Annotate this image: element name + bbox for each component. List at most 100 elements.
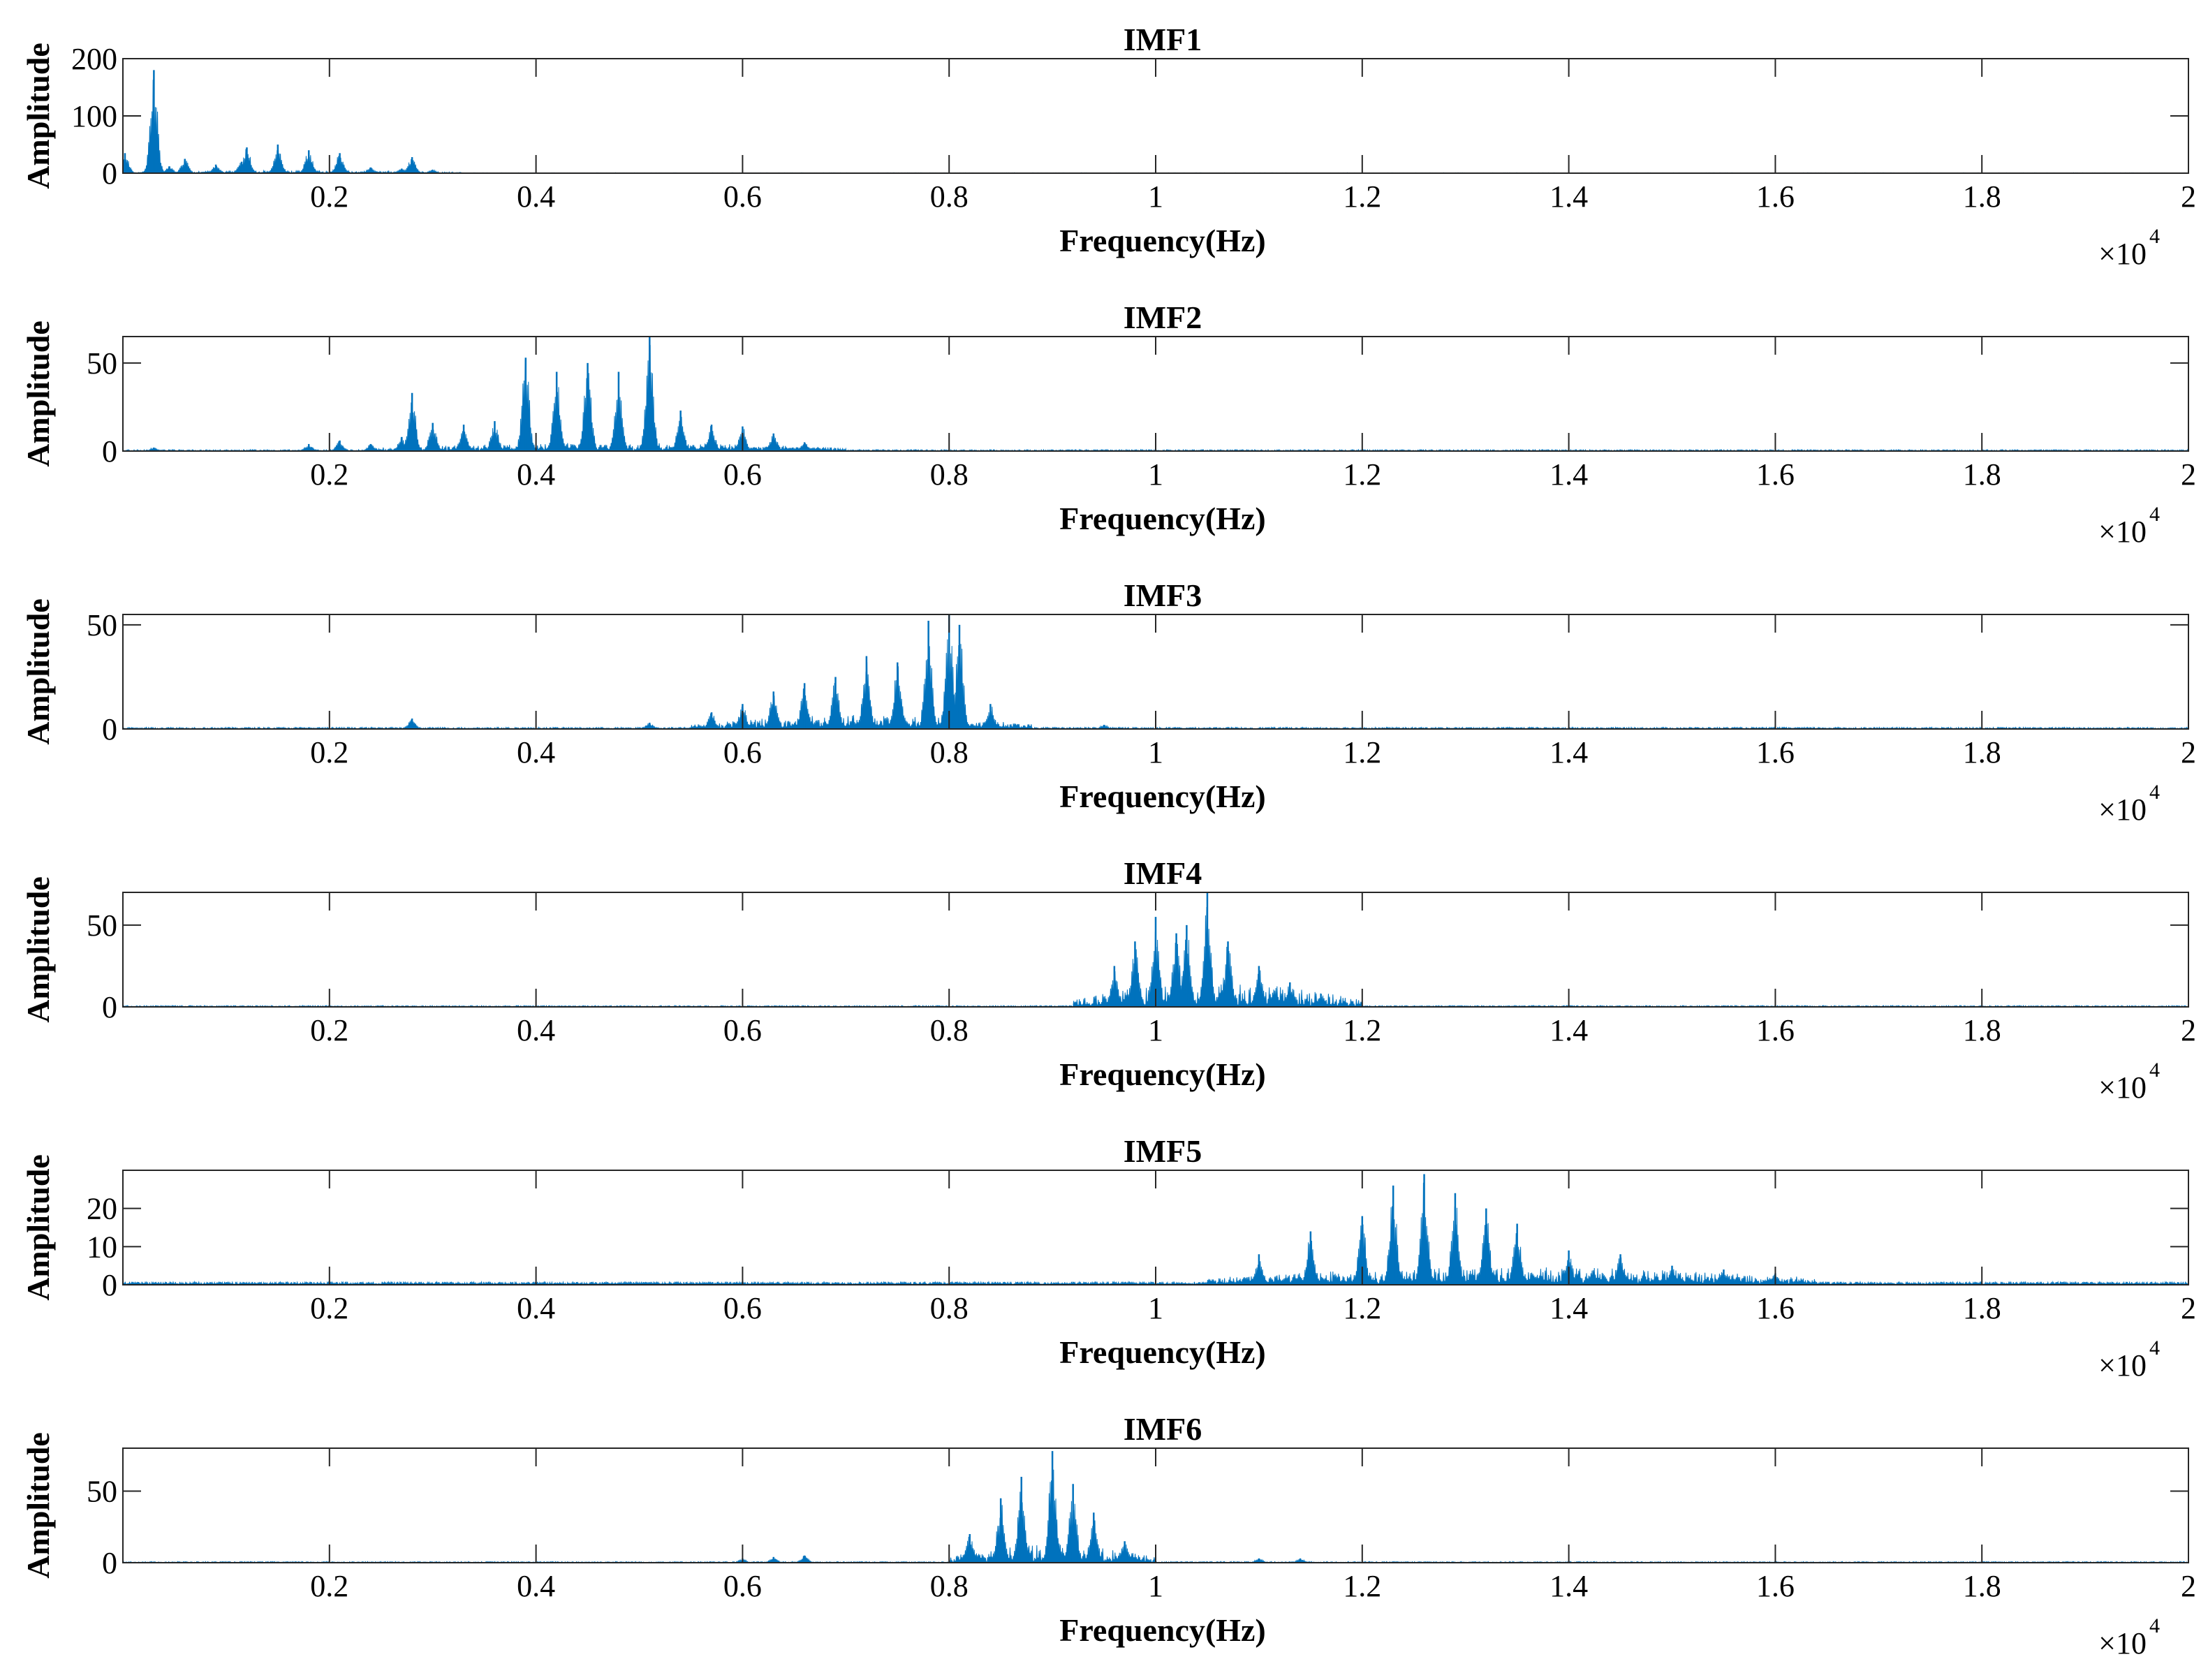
panel-6-xtick-label-6: 1.2: [1343, 1569, 1381, 1603]
panel-3-xtick-label-4: 0.8: [930, 735, 969, 769]
panel-4-xtick-label-4: 0.8: [930, 1013, 969, 1047]
panel-1-xtick-label-8: 1.6: [1756, 179, 1795, 214]
panel-4-ylabel: Amplitude: [20, 876, 56, 1023]
panel-4-ytick-label-2: 50: [87, 908, 117, 943]
panel-3-title: IMF3: [1124, 577, 1202, 613]
panel-3-xtick-label-2: 0.4: [517, 735, 555, 769]
panel-1-xtick-label-2: 0.4: [517, 179, 555, 214]
panel-5-xtick-label-3: 0.6: [723, 1291, 762, 1325]
panel-3-ytick-label-1: 0: [102, 712, 117, 746]
panel-4-xtick-label-3: 0.6: [723, 1013, 762, 1047]
panel-1-xtick-label-3: 0.6: [723, 179, 762, 214]
panel-2-xtick-label-8: 1.6: [1756, 457, 1795, 492]
panel-4-xtick-label-6: 1.2: [1343, 1013, 1381, 1047]
panel-1-ylabel: Amplitude: [20, 43, 56, 189]
panel-2-xtick-label-4: 0.8: [930, 457, 969, 492]
panel-6-xtick-label-10: 2: [2181, 1569, 2196, 1603]
panel-1-title: IMF1: [1124, 22, 1202, 57]
panel-2-xlabel: Frequency(Hz): [1059, 501, 1266, 536]
panel-6-xtick-label-7: 1.4: [1550, 1569, 1588, 1603]
panel-6-xtick-label-9: 1.8: [1963, 1569, 2001, 1603]
panel-6-ylabel: Amplitude: [20, 1432, 56, 1579]
panel-4-xlabel: Frequency(Hz): [1059, 1056, 1266, 1092]
panel-5-xtick-label-7: 1.4: [1550, 1291, 1588, 1325]
panel-2-xtick-label-7: 1.4: [1550, 457, 1588, 492]
panel-2-xtick-label-5: 1: [1148, 457, 1163, 492]
panel-1-ytick-label-1: 0: [102, 156, 117, 191]
panel-4-x-multiplier-exp: 4: [2149, 1059, 2160, 1082]
panel-3-xtick-label-1: 0.2: [310, 735, 348, 769]
panel-5-ytick-label-1: 0: [102, 1268, 117, 1302]
panel-3-xtick-label-8: 1.6: [1756, 735, 1795, 769]
panel-6-xtick-label-3: 0.6: [723, 1569, 762, 1603]
panel-5-x-multiplier-exp: 4: [2149, 1336, 2160, 1360]
panel-1-xtick-label-9: 1.8: [1963, 179, 2001, 214]
panel-3-x-multiplier: ×10: [2098, 793, 2147, 827]
panel-3-xtick-label-3: 0.6: [723, 735, 762, 769]
panel-4-xtick-label-1: 0.2: [310, 1013, 348, 1047]
panel-4-xtick-label-8: 1.6: [1756, 1013, 1795, 1047]
panel-5-ytick-label-3: 20: [87, 1192, 117, 1226]
panel-3-xtick-label-6: 1.2: [1343, 735, 1381, 769]
panel-2-xtick-label-10: 2: [2181, 457, 2196, 492]
panel-6-xlabel: Frequency(Hz): [1059, 1612, 1266, 1648]
panel-1-ytick-label-3: 200: [71, 42, 117, 76]
panel-3-ylabel: Amplitude: [20, 598, 56, 745]
panel-2: 0.2 0.4 0.6 0.8 1 1.2 1.4 1.6 1.8 2 0 50 IMF2 Frequen…: [20, 300, 2196, 549]
panel-5-xtick-label-2: 0.4: [517, 1291, 555, 1325]
panel-5-ytick-label-2: 10: [87, 1230, 117, 1264]
panel-3-x-multiplier-exp: 4: [2149, 781, 2160, 804]
panel-4-xtick-label-2: 0.4: [517, 1013, 555, 1047]
panel-1-xlabel: Frequency(Hz): [1059, 223, 1266, 258]
panel-2-ylabel: Amplitude: [20, 320, 56, 467]
panel-4-ytick-label-1: 0: [102, 990, 117, 1024]
panel-6: 0.2 0.4 0.6 0.8 1 1.2 1.4 1.6 1.8 2 0 50 IMF6 Frequen…: [20, 1411, 2196, 1660]
panel-4: 0.2 0.4 0.6 0.8 1 1.2 1.4 1.6 1.8 2 0 50 IMF4 Frequen…: [20, 855, 2196, 1105]
panel-2-ytick-label-2: 50: [87, 346, 117, 381]
panel-6-xtick-label-2: 0.4: [517, 1569, 555, 1603]
panel-3-xtick-label-7: 1.4: [1550, 735, 1588, 769]
panel-4-xtick-label-9: 1.8: [1963, 1013, 2001, 1047]
panel-1: 0.2 0.4 0.6 0.8 1 1.2 1.4 1.6 1.8 2 0 100 200 IMF1 Fre…: [20, 22, 2196, 271]
panel-5-xtick-label-10: 2: [2181, 1291, 2196, 1325]
panel-2-x-multiplier-exp: 4: [2149, 503, 2160, 526]
panel-1-xtick-label-5: 1: [1148, 179, 1163, 214]
panel-5-ylabel: Amplitude: [20, 1154, 56, 1301]
panel-5: 0.2 0.4 0.6 0.8 1 1.2 1.4 1.6 1.8 201020IMF5Frequ…: [20, 1133, 2196, 1383]
panel-2-title: IMF2: [1124, 300, 1202, 335]
panel-5-xlabel: Frequency(Hz): [1059, 1334, 1266, 1370]
panel-1-ytick-label-2: 100: [71, 99, 117, 133]
panel-1-xtick-label-6: 1.2: [1343, 179, 1381, 214]
panel-2-xtick-label-3: 0.6: [723, 457, 762, 492]
panel-2-xtick-label-6: 1.2: [1343, 457, 1381, 492]
panel-6-x-multiplier-exp: 4: [2149, 1614, 2160, 1637]
panel-3-xtick-label-10: 2: [2181, 735, 2196, 769]
panel-3-xtick-label-9: 1.8: [1963, 735, 2001, 769]
panel-5-title: IMF5: [1124, 1133, 1202, 1169]
panel-6-xtick-label-8: 1.6: [1756, 1569, 1795, 1603]
panel-4-x-multiplier: ×10: [2098, 1070, 2147, 1105]
panel-1-x-multiplier: ×10: [2098, 237, 2147, 271]
panel-3-xtick-label-5: 1: [1148, 735, 1163, 769]
panel-2-xtick-label-9: 1.8: [1963, 457, 2001, 492]
panel-4-title: IMF4: [1124, 855, 1202, 891]
panel-2-x-multiplier: ×10: [2098, 515, 2147, 549]
panel-5-xtick-label-5: 1: [1148, 1291, 1163, 1325]
panel-3: 0.2 0.4 0.6 0.8 1 1.2 1.4 1.6 1.8 2 0 50 IMF3 Frequen…: [20, 577, 2196, 827]
panel-6-x-multiplier: ×10: [2098, 1626, 2147, 1660]
panel-5-xtick-label-1: 0.2: [310, 1291, 348, 1325]
panel-5-xtick-label-6: 1.2: [1343, 1291, 1381, 1325]
panel-5-xtick-label-9: 1.8: [1963, 1291, 2001, 1325]
panel-6-ytick-label-1: 0: [102, 1546, 117, 1580]
panel-4-xtick-label-5: 1: [1148, 1013, 1163, 1047]
panel-6-xtick-label-5: 1: [1148, 1569, 1163, 1603]
panel-6-ytick-label-2: 50: [87, 1475, 117, 1509]
panel-4-xtick-label-10: 2: [2181, 1013, 2196, 1047]
panel-6-xtick-label-4: 0.8: [930, 1569, 969, 1603]
panel-3-xlabel: Frequency(Hz): [1059, 779, 1266, 814]
panel-5-xtick-label-8: 1.6: [1756, 1291, 1795, 1325]
panel-2-xtick-label-1: 0.2: [310, 457, 348, 492]
panel-6-title: IMF6: [1124, 1411, 1202, 1447]
panel-1-xtick-label-7: 1.4: [1550, 179, 1588, 214]
